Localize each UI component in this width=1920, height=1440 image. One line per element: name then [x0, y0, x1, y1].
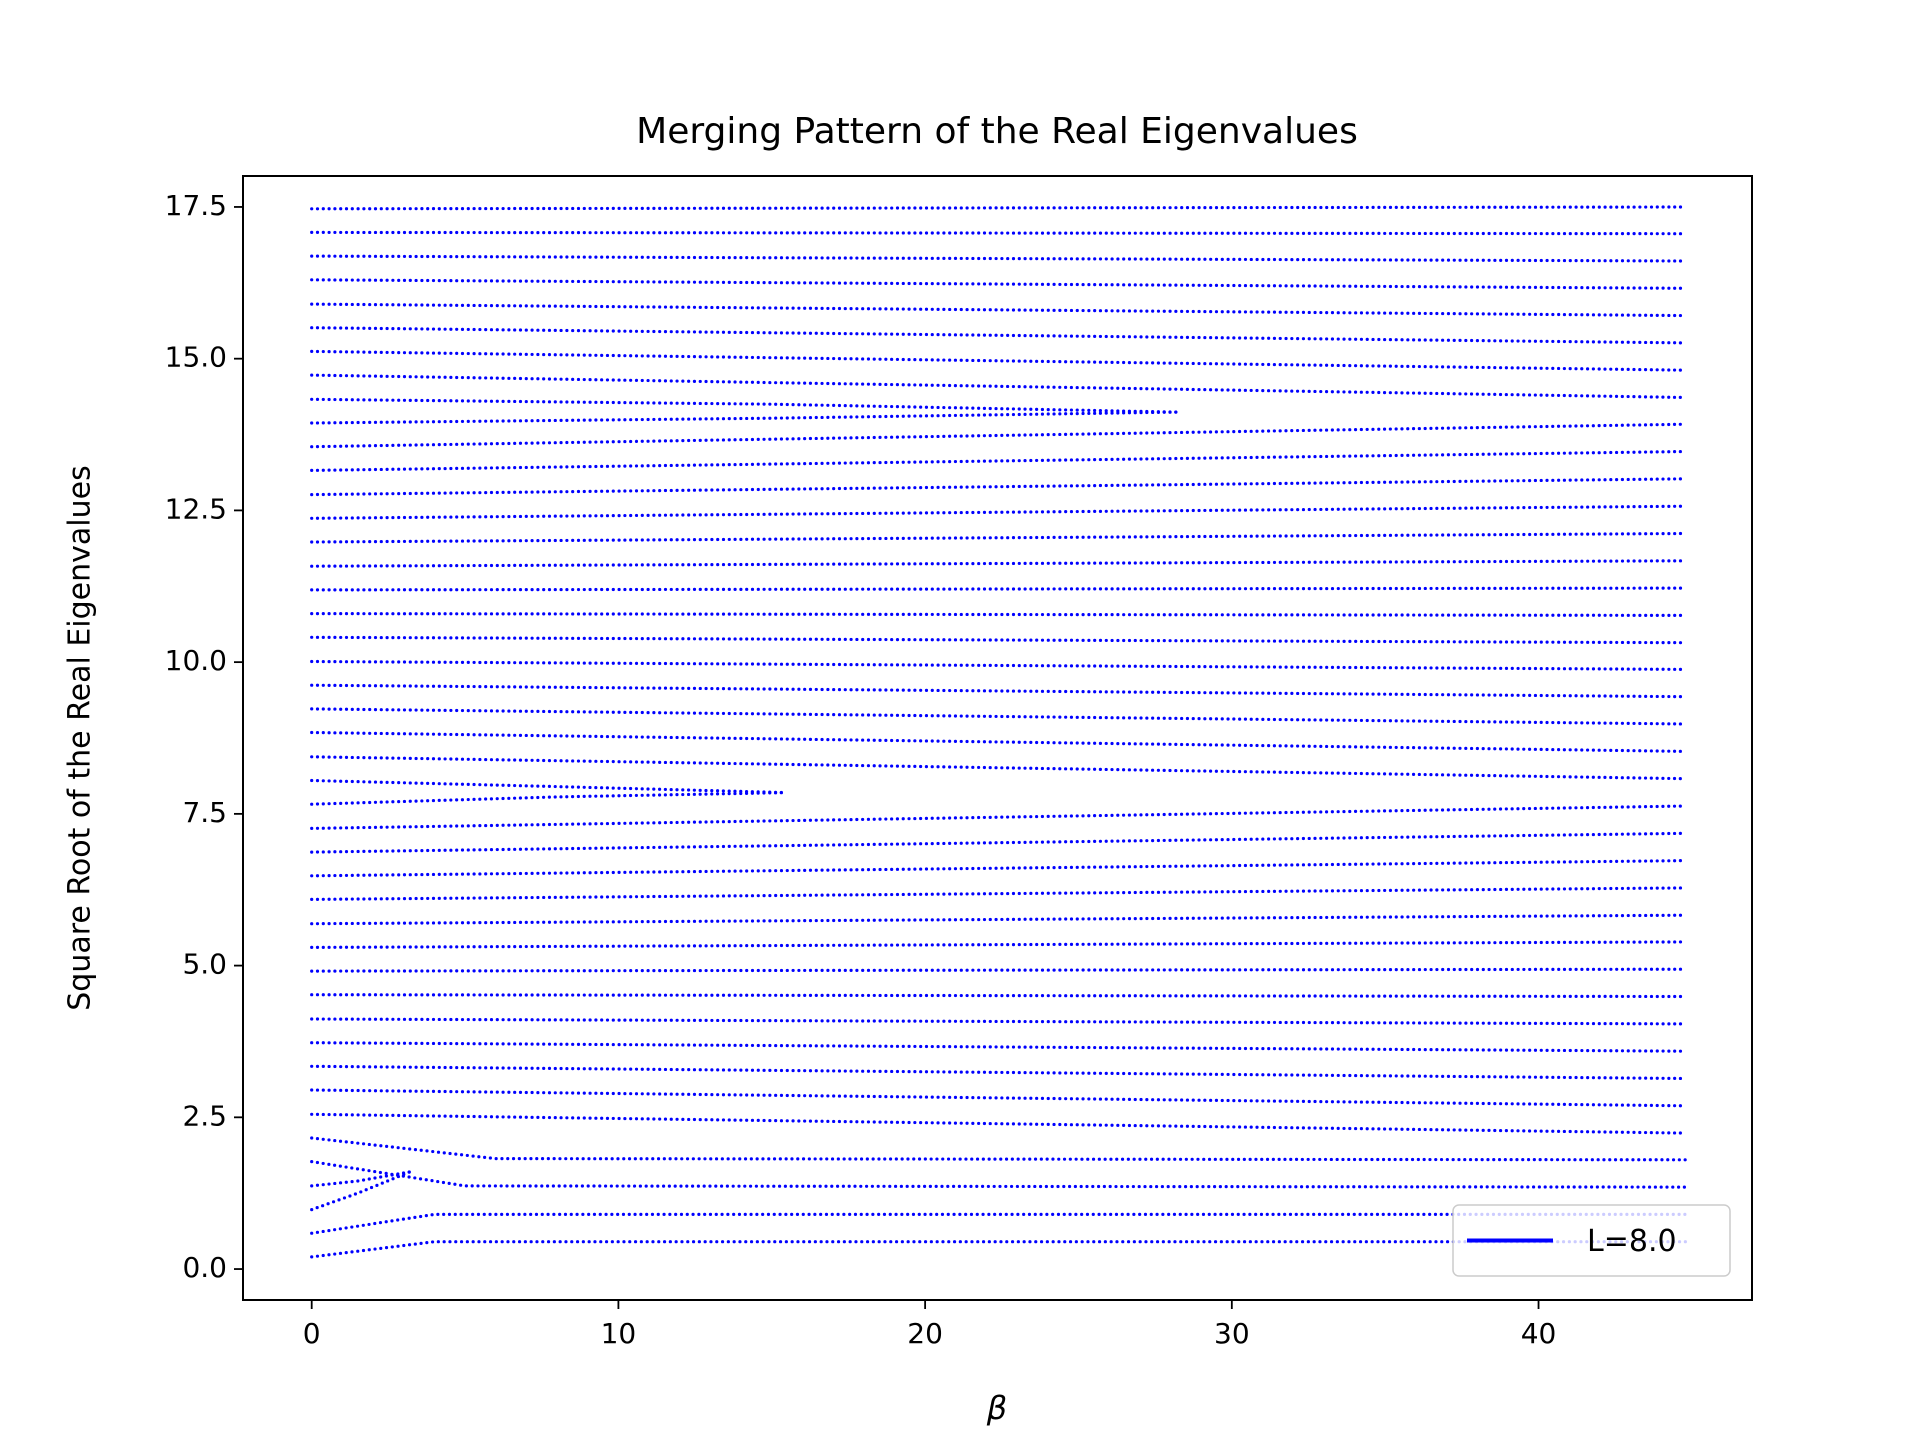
x-tick-label: 20 [907, 1317, 943, 1350]
x-tick-label: 10 [601, 1317, 637, 1350]
y-axis-label: Square Root of the Real Eigenvalues [63, 465, 98, 1010]
x-tick-label: 40 [1521, 1317, 1557, 1350]
x-tick-label: 0 [303, 1317, 321, 1350]
eigenvalue-curve [310, 1160, 1688, 1189]
chart-title: Merging Pattern of the Real Eigenvalues [636, 111, 1358, 152]
y-tick-label: 12.5 [165, 492, 227, 525]
y-tick-label: 10.0 [165, 644, 227, 677]
eigenvalue-curve [310, 410, 1179, 425]
eigenvalue-curve [310, 1240, 1688, 1259]
eigenvalue-curve [310, 1136, 1688, 1162]
axes-frame [242, 175, 1753, 1301]
y-tick-label: 15.0 [165, 341, 227, 374]
y-tick-label: 0.0 [182, 1251, 227, 1284]
legend-box [1452, 1204, 1731, 1277]
y-tick-label: 2.5 [182, 1099, 227, 1132]
y-tick-label: 5.0 [182, 948, 227, 981]
y-tick-label: 7.5 [182, 796, 227, 829]
eigenvalue-curve [310, 791, 789, 806]
eigenvalue-curve [310, 397, 1179, 414]
eigenvalue-curve [310, 1212, 1688, 1235]
x-axis-label: β [986, 1389, 1007, 1427]
legend-label: L=8.0 [1587, 1224, 1677, 1259]
eigenvalue-curve [310, 778, 789, 795]
x-tick-label: 30 [1214, 1317, 1250, 1350]
eigenvalue-curve [310, 1170, 412, 1212]
y-tick-label: 17.5 [165, 189, 227, 222]
